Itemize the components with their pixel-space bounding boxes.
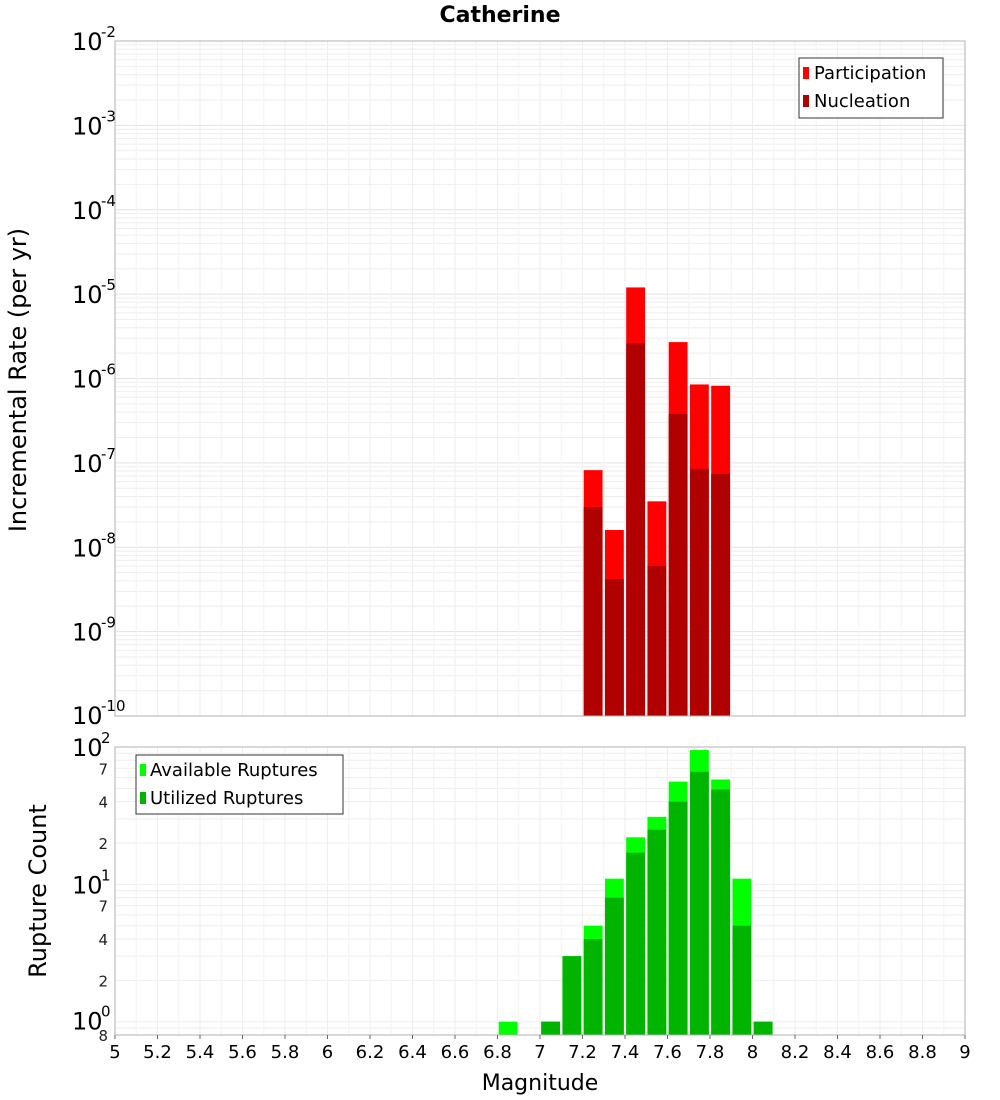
top-y-tick-base: 10 <box>72 534 103 562</box>
x-tick-label: 5 <box>109 1042 120 1063</box>
bottom-y-tick-base: 10 <box>72 1008 103 1036</box>
bottom-y-minor-tick: 4 <box>98 794 108 812</box>
top-y-tick-base: 10 <box>72 281 103 309</box>
top-y-tick-base: 10 <box>72 619 103 647</box>
x-tick-label: 5.4 <box>186 1042 215 1063</box>
x-tick-label: 7 <box>534 1042 545 1063</box>
nucleation-bar <box>604 579 624 716</box>
top-y-tick-base: 10 <box>72 702 103 730</box>
top-legend: Participation Nucleation <box>798 57 944 119</box>
utilized-ruptures-bar <box>562 956 582 1035</box>
x-tick-label: 8.6 <box>866 1042 895 1063</box>
x-tick-label: 6.6 <box>441 1042 470 1063</box>
bottom-y-tick-exponent: 0 <box>101 1003 111 1021</box>
top-y-tick-base: 10 <box>72 366 103 394</box>
utilized-ruptures-bar <box>732 925 752 1035</box>
utilized-ruptures-bar <box>583 939 603 1035</box>
x-axis-label: Magnitude <box>482 1071 599 1096</box>
legend-label-available-ruptures: Available Ruptures <box>150 760 318 781</box>
x-tick-label: 8.4 <box>823 1042 852 1063</box>
bottom-y-axis-label: Rupture Count <box>24 804 52 978</box>
legend-label-nucleation: Nucleation <box>814 91 910 112</box>
bottom-y-minor-tick: 8 <box>98 1027 108 1045</box>
top-plot-area: 10-210-310-410-510-610-710-810-910-10Par… <box>72 23 966 730</box>
nucleation-bar <box>689 468 709 716</box>
x-tick-label: 7.4 <box>611 1042 640 1063</box>
top-y-tick-exponent: -5 <box>101 276 116 294</box>
utilized-ruptures-bar <box>753 1021 773 1035</box>
top-y-tick-exponent: -6 <box>101 361 116 379</box>
x-tick-label: 6.4 <box>398 1042 427 1063</box>
x-tick-label: 5.2 <box>143 1042 172 1063</box>
bottom-y-tick-base: 10 <box>72 734 103 762</box>
chart-title: Catherine <box>439 3 560 28</box>
legend-swatch-nucleation <box>803 95 809 107</box>
top-y-tick-exponent: -9 <box>101 614 116 632</box>
x-tick-label: 7.2 <box>568 1042 597 1063</box>
nucleation-bar <box>583 506 603 716</box>
legend-swatch-utilized-ruptures <box>140 792 146 804</box>
utilized-ruptures-bar <box>668 801 688 1035</box>
top-y-tick-exponent: -2 <box>101 23 116 41</box>
top-y-tick-base: 10 <box>72 197 103 225</box>
bottom-y-minor-tick: 2 <box>98 835 108 853</box>
bottom-y-tick-exponent: 1 <box>101 866 111 884</box>
x-tick-label: 5.8 <box>271 1042 300 1063</box>
bottom-y-minor-tick: 7 <box>98 760 108 778</box>
bottom-y-tick-exponent: 2 <box>101 729 111 747</box>
top-y-tick-exponent: -7 <box>101 445 116 463</box>
bottom-legend-box <box>135 754 344 815</box>
legend-swatch-available-ruptures <box>140 764 146 776</box>
top-y-tick-exponent: -8 <box>101 529 116 547</box>
legend-swatch-participation <box>803 67 809 79</box>
utilized-ruptures-bar <box>711 789 731 1035</box>
bottom-y-minor-tick: 7 <box>98 898 108 916</box>
top-y-axis-label: Incremental Rate (per yr) <box>4 228 32 532</box>
top-y-tick-base: 10 <box>72 450 103 478</box>
x-tick-label: 6 <box>322 1042 333 1063</box>
utilized-ruptures-bar <box>647 829 667 1035</box>
x-axis: 5 5.2 5.4 5.6 5.8 6 6.2 6.4 6.6 6.8 7 7.2 7.4 7.6 7.8 8… <box>109 1035 971 1063</box>
top-legend-box <box>798 57 944 119</box>
nucleation-bar <box>668 413 688 716</box>
x-tick-label: 9 <box>959 1042 970 1063</box>
available-ruptures-bar <box>498 1021 518 1035</box>
x-tick-label: 6.2 <box>356 1042 385 1063</box>
utilized-ruptures-bar <box>604 897 624 1035</box>
x-tick-label: 5.6 <box>228 1042 257 1063</box>
x-tick-label: 7.6 <box>653 1042 682 1063</box>
x-tick-label: 8.8 <box>908 1042 937 1063</box>
top-y-tick-base: 10 <box>72 112 103 140</box>
x-tick-label: 6.8 <box>483 1042 512 1063</box>
legend-label-participation: Participation <box>814 63 926 84</box>
utilized-ruptures-bar <box>689 771 709 1035</box>
x-tick-label: 7.8 <box>696 1042 725 1063</box>
x-tick-label: 8.2 <box>781 1042 810 1063</box>
top-y-tick-base: 10 <box>72 28 103 56</box>
x-tick-label: 8 <box>747 1042 758 1063</box>
bottom-y-minor-tick: 4 <box>98 931 108 949</box>
top-y-tick-exponent: -3 <box>101 107 116 125</box>
utilized-ruptures-bar <box>541 1021 561 1035</box>
nucleation-bar <box>647 565 667 716</box>
nucleation-bar <box>626 343 646 716</box>
utilized-ruptures-bar <box>626 852 646 1035</box>
top-plot-frame <box>114 40 966 717</box>
bottom-y-tick-base: 10 <box>72 871 103 899</box>
nucleation-bar <box>711 473 731 716</box>
bottom-legend: Available Ruptures Utilized Ruptures <box>135 754 344 815</box>
bottom-y-minor-tick: 2 <box>98 972 108 990</box>
top-y-tick-exponent: -4 <box>101 192 116 210</box>
top-y-tick-exponent: -10 <box>101 697 126 715</box>
legend-label-utilized-ruptures: Utilized Ruptures <box>150 788 303 809</box>
